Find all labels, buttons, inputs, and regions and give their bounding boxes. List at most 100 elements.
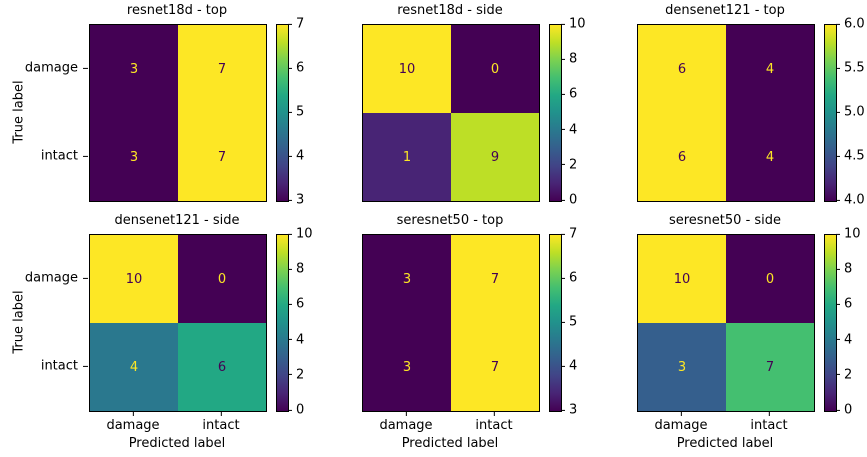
heatmap-cell: 10 <box>90 235 178 323</box>
colorbar <box>549 24 562 202</box>
y-tick-label: damage <box>24 270 78 286</box>
colorbar-tick-label: 8 <box>569 51 578 67</box>
colorbar-tick-label: 2 <box>844 367 853 383</box>
y-tick-label: intact <box>40 358 78 374</box>
heatmap-cell: 4 <box>726 25 814 113</box>
subplot-title: densenet121 - top <box>665 3 785 18</box>
colorbar-tick-label: 8 <box>296 261 305 277</box>
colorbar <box>824 234 837 412</box>
colorbar-tick-label: 6 <box>296 296 305 312</box>
colorbar-tick-label: 4.5 <box>844 148 865 164</box>
x-tick-label: intact <box>475 418 513 433</box>
x-axis-label: Predicted label <box>128 436 226 451</box>
heatmap: 10 0 1 9 <box>362 24 540 202</box>
subplot-title: seresnet50 - side <box>668 213 782 228</box>
colorbar-tick-label: 5 <box>569 314 578 330</box>
heatmap: 10 0 4 6 <box>89 234 267 412</box>
colorbar <box>549 234 562 412</box>
heatmap-cell: 0 <box>726 235 814 323</box>
x-tick-label: intact <box>202 418 240 433</box>
colorbar-tick-label: 4 <box>569 122 578 138</box>
heatmap-cell: 10 <box>363 25 451 113</box>
heatmap: 6 4 6 4 <box>637 24 815 202</box>
heatmap-cell: 6 <box>638 25 726 113</box>
x-axis-label: Predicted label <box>401 436 499 451</box>
colorbar <box>824 24 837 202</box>
heatmap-cell: 3 <box>90 25 178 113</box>
colorbar-ticks: 10 8 6 4 2 0 <box>292 228 336 417</box>
heatmap-cell: 7 <box>178 25 266 113</box>
heatmap-cell: 0 <box>451 25 539 113</box>
subplot-densenet121-side: densenet121 - side 10 0 4 6 10 8 6 4 2 0… <box>12 213 313 451</box>
heatmap-cell: 0 <box>178 235 266 323</box>
subplot-densenet121-top: densenet121 - top 6 4 6 4 6.0 5.5 5.0 4.… <box>637 3 865 207</box>
x-tick-label: intact <box>750 418 788 433</box>
colorbar-tick-label: 4.0 <box>844 192 865 208</box>
colorbar-tick-label: 10 <box>296 226 313 242</box>
colorbar-ticks: 7 6 5 4 3 <box>292 18 336 207</box>
subplot-resnet18d-side: resnet18d - side 10 0 1 9 10 8 6 4 2 0 <box>362 3 586 207</box>
subplot-title: resnet18d - side <box>397 3 503 18</box>
subplot-title: densenet121 - side <box>114 213 240 228</box>
colorbar-tick-label: 2 <box>569 157 578 173</box>
colorbar-tick-label: 6 <box>296 60 305 76</box>
colorbar <box>276 24 289 202</box>
colorbar-ticks: 10 8 6 4 2 0 <box>565 18 609 207</box>
colorbar-tick-label: 5.5 <box>844 60 865 76</box>
colorbar-tick-label: 8 <box>844 261 853 277</box>
y-axis-label: True label <box>11 290 27 354</box>
heatmap-cell: 3 <box>363 235 451 323</box>
heatmap: 3 7 3 7 <box>89 24 267 202</box>
heatmap: 10 0 3 7 <box>637 234 815 412</box>
heatmap-cell: 4 <box>726 113 814 201</box>
colorbar-tick-label: 7 <box>569 226 578 242</box>
heatmap-cell: 1 <box>363 113 451 201</box>
subplot-seresnet50-side: seresnet50 - side 10 0 3 7 10 8 6 4 2 0 … <box>637 213 861 451</box>
colorbar-tick-label: 6 <box>569 86 578 102</box>
colorbar-tick-label: 3 <box>569 402 578 418</box>
heatmap: 3 7 3 7 <box>362 234 540 412</box>
colorbar-tick-label: 4 <box>296 332 305 348</box>
colorbar-tick-label: 5.0 <box>844 104 865 120</box>
heatmap-cell: 3 <box>90 113 178 201</box>
heatmap-cell: 7 <box>451 323 539 411</box>
colorbar-tick-label: 6 <box>569 270 578 286</box>
heatmap-cell: 9 <box>451 113 539 201</box>
colorbar-tick-label: 4 <box>296 148 305 164</box>
heatmap-cell: 7 <box>726 323 814 411</box>
colorbar-tick-label: 4 <box>569 358 578 374</box>
colorbar-tick-label: 2 <box>296 367 305 383</box>
colorbar-ticks: 10 8 6 4 2 0 <box>840 228 867 417</box>
x-axis-label: Predicted label <box>676 436 774 451</box>
heatmap-cell: 3 <box>363 323 451 411</box>
heatmap-cell: 3 <box>638 323 726 411</box>
colorbar-ticks: 7 6 5 4 3 <box>565 228 609 417</box>
subplot-title: seresnet50 - top <box>396 213 504 228</box>
heatmap-cell: 10 <box>638 235 726 323</box>
subplot-resnet18d-top: resnet18d - top 3 7 3 7 7 6 5 4 3 damage… <box>12 3 305 207</box>
colorbar-tick-label: 10 <box>569 16 586 32</box>
heatmap-cell: 6 <box>638 113 726 201</box>
colorbar-tick-label: 5 <box>296 104 305 120</box>
colorbar-tick-label: 3 <box>296 192 305 208</box>
colorbar-tick-label: 0 <box>569 192 578 208</box>
colorbar-tick-label: 4 <box>844 332 853 348</box>
x-tick-label: damage <box>106 418 160 433</box>
colorbar-tick-label: 6 <box>844 296 853 312</box>
y-tick-label: damage <box>24 60 78 76</box>
colorbar-tick-label: 10 <box>844 226 861 242</box>
heatmap-cell: 7 <box>451 235 539 323</box>
colorbar-tick-label: 0 <box>296 402 305 418</box>
heatmap-cell: 7 <box>178 113 266 201</box>
y-axis-label: True label <box>11 80 27 144</box>
colorbar <box>276 234 289 412</box>
x-tick-label: damage <box>379 418 433 433</box>
heatmap-cell: 4 <box>90 323 178 411</box>
colorbar-tick-label: 0 <box>844 402 853 418</box>
heatmap-cell: 6 <box>178 323 266 411</box>
colorbar-ticks: 6.0 5.5 5.0 4.5 4.0 <box>840 18 867 207</box>
colorbar-tick-label: 7 <box>296 16 305 32</box>
y-tick-label: intact <box>40 148 78 164</box>
subplot-seresnet50-top: seresnet50 - top 3 7 3 7 7 6 5 4 3 damag… <box>362 213 577 451</box>
